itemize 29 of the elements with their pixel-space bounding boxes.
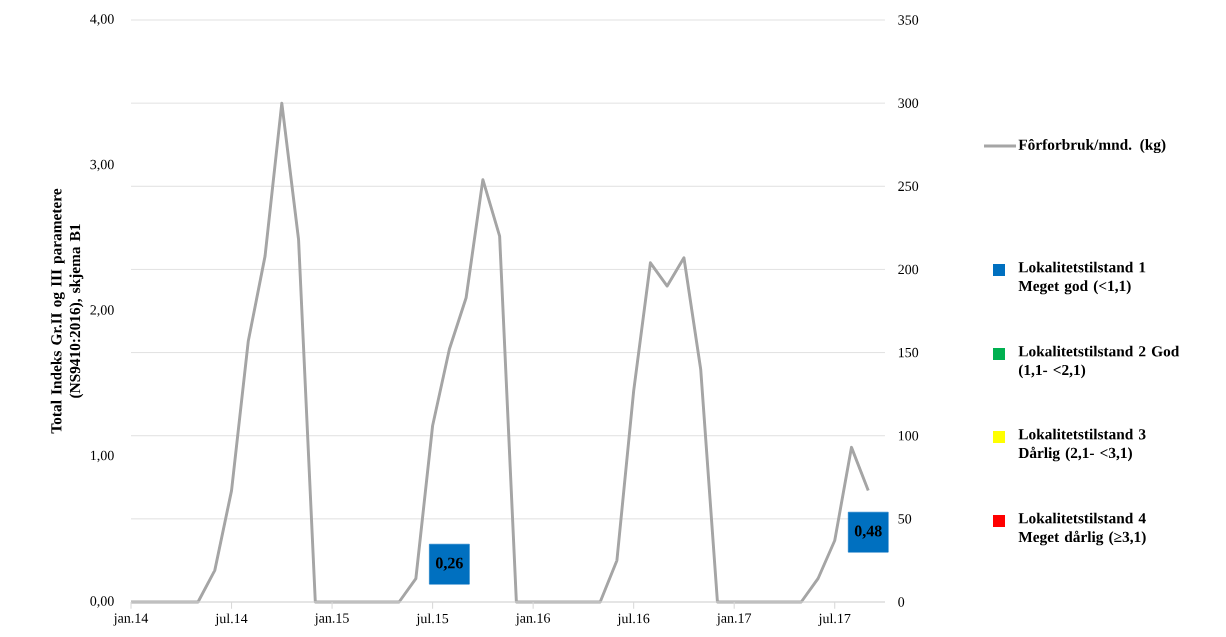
legend-label: Lokalitetstilstand 4 Meget dårlig (≥3,1) [1018,512,1146,546]
y-tick-label: 0,00 [90,596,114,608]
y2-tick-label: 50 [898,514,912,524]
y2-tick-label: 150 [898,347,919,358]
x-tick-label: jul.17 [818,613,851,627]
y-tick-label: 1,00 [91,450,114,463]
y2-tick-label: 100 [898,431,919,441]
data-label: 0,26 [435,557,463,571]
x-tick-label: jul.15 [416,613,449,627]
legend-label: Lokalitetstilstand 2 God (1,1- <2,1) [1018,345,1180,379]
y2-tick-label: 0 [898,597,905,607]
y2-tick-label: 350 [898,15,919,25]
data-label: 0,48 [854,525,882,539]
x-tick-label: jul.16 [617,613,650,627]
y2-tick-label: 200 [898,264,919,275]
x-tick-label: jan.17 [716,613,752,626]
y-axis-title: Total Indeks Gr.II og III parametere (NS9410:2016), skjema B1 [50,188,84,434]
x-tick-label: jan.15 [314,613,349,626]
x-tick-label: jul.14 [215,613,248,627]
x-tick-label: jan.14 [113,613,149,626]
legend-label: Fôrforbruk/mnd. (kg) [1018,138,1166,154]
y-tick-label: 3,00 [90,159,114,172]
y2-tick-label: 300 [898,98,919,108]
y-tick-label: 4,00 [90,14,114,26]
y2-tick-label: 250 [898,181,919,192]
legend-label: Lokalitetstilstand 1 Meget god (<1,1) [1018,261,1146,295]
y-tick-label: 2,00 [90,305,114,317]
legend-label: Lokalitetstilstand 3 Dårlig (2,1- <3,1) [1018,428,1146,462]
x-tick-label: jan.16 [515,613,551,626]
